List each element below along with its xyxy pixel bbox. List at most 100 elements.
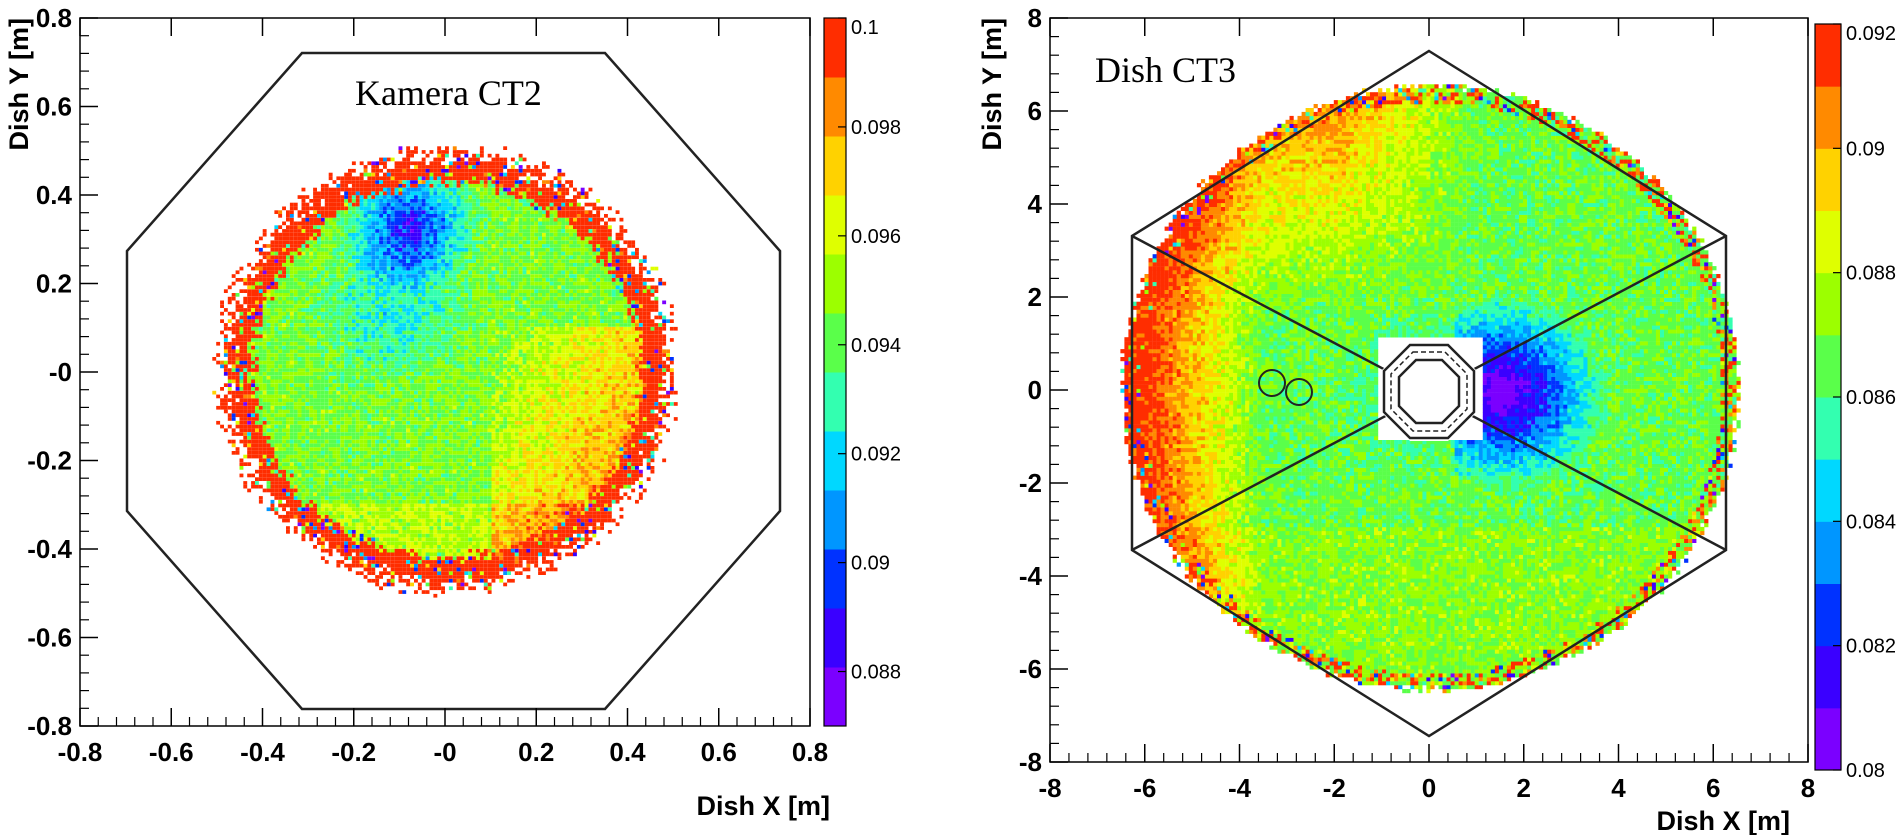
heat-cell	[247, 462, 252, 466]
heat-cell	[542, 530, 546, 534]
heat-cell	[658, 432, 663, 436]
heat-cell	[402, 462, 407, 466]
heat-cell	[565, 390, 570, 395]
heat-cell	[313, 499, 317, 504]
heat-cell	[472, 533, 476, 538]
heat-cell	[429, 387, 434, 391]
heat-cell	[584, 402, 589, 406]
heat-cell	[576, 533, 581, 538]
heat-cell	[270, 379, 275, 384]
heat-cell	[406, 451, 411, 455]
heat-cell	[282, 518, 286, 523]
heat-cell	[363, 428, 368, 433]
heat-cell	[433, 462, 438, 466]
heat-cell	[530, 409, 535, 414]
heat-cell	[421, 394, 426, 399]
heat-cell	[386, 383, 391, 387]
heat-cell	[441, 420, 445, 425]
heat-cell	[584, 484, 589, 489]
heat-cell	[297, 383, 302, 387]
heat-cell	[588, 530, 593, 534]
heat-cell	[561, 413, 566, 418]
heat-cell	[514, 420, 519, 425]
heat-cell	[522, 548, 527, 553]
heat-cell	[282, 409, 286, 414]
heat-cell	[305, 481, 310, 485]
heat-cell	[491, 409, 496, 414]
heat-cell	[623, 383, 628, 387]
heat-cell	[367, 548, 372, 553]
heat-cell	[371, 387, 376, 391]
heat-cell	[402, 447, 407, 451]
heat-cell	[293, 424, 298, 429]
heat-cell	[580, 394, 585, 399]
heat-cell	[320, 466, 325, 470]
heat-cell	[592, 469, 597, 474]
heat-cell	[472, 503, 476, 508]
heat-cell	[425, 507, 430, 512]
heat-cell	[491, 428, 496, 433]
heat-cell	[557, 514, 562, 519]
heat-cell	[576, 402, 581, 406]
heat-cell	[355, 413, 360, 418]
heat-cell	[611, 458, 616, 463]
heat-cell	[487, 409, 492, 414]
heat-cell	[223, 409, 228, 414]
heat-cell	[580, 447, 585, 451]
heat-cell	[313, 507, 317, 512]
heat-cell	[429, 526, 434, 530]
heat-cell	[514, 405, 519, 410]
heat-cell	[433, 586, 438, 591]
heat-cell	[600, 496, 604, 500]
heat-cell	[270, 488, 275, 493]
heat-cell	[448, 405, 453, 410]
heat-cell	[305, 375, 310, 380]
heat-cell	[452, 420, 457, 425]
heat-cell	[522, 417, 527, 421]
heat-cell	[507, 451, 511, 455]
heat-cell	[499, 499, 504, 504]
heat-cell	[596, 499, 601, 504]
heat-cell	[421, 469, 426, 474]
heat-cell	[538, 462, 542, 466]
heat-cell	[336, 462, 341, 466]
heat-cell	[406, 567, 411, 572]
heat-cell	[414, 454, 418, 459]
heat-cell	[429, 548, 434, 553]
heat-cell	[592, 492, 597, 497]
heat-cell	[297, 402, 302, 406]
heat-cell	[522, 420, 527, 425]
heat-cell	[355, 530, 360, 534]
heat-cell	[398, 563, 403, 568]
heat-cell	[344, 447, 349, 451]
heat-cell	[569, 466, 573, 470]
heat-cell	[363, 530, 368, 534]
heat-cell	[623, 469, 628, 474]
heat-cell	[359, 563, 364, 568]
heat-cell	[305, 432, 310, 436]
heat-cell	[301, 492, 306, 497]
heat-cell	[402, 420, 407, 425]
heat-cell	[367, 435, 372, 440]
heat-cell	[293, 439, 298, 444]
heat-cell	[592, 458, 597, 463]
heat-cell	[642, 417, 647, 421]
heat-cell	[313, 469, 317, 474]
heat-cell	[507, 405, 511, 410]
heat-cell	[499, 413, 504, 418]
heat-cell	[402, 443, 407, 448]
heat-cell	[545, 541, 550, 545]
heat-cell	[270, 413, 275, 418]
heat-cell	[231, 398, 236, 402]
heat-cell	[542, 492, 546, 497]
heat-cell	[340, 417, 345, 421]
heat-cell	[348, 454, 352, 459]
heat-cell	[615, 488, 620, 493]
heat-cell	[375, 398, 380, 402]
heat-cell	[635, 454, 639, 459]
heat-cell	[553, 481, 558, 485]
heat-cell	[592, 530, 597, 534]
heat-cell	[534, 499, 539, 504]
heat-cell	[309, 443, 314, 448]
heat-cell	[619, 484, 624, 489]
